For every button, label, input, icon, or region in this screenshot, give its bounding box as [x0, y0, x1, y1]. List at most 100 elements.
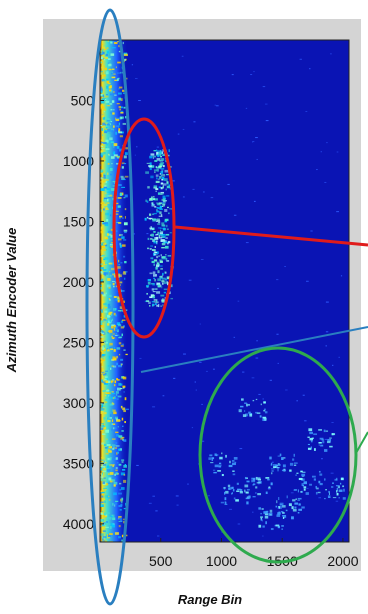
clutter-speckle: [106, 80, 110, 84]
return-speckle: [277, 463, 280, 465]
target-speckle: [155, 180, 160, 184]
background-speckle: [262, 398, 264, 400]
return-speckle: [224, 501, 227, 505]
target-speckle: [159, 232, 164, 235]
clutter-speckle: [112, 273, 116, 276]
clutter-speckle: [115, 431, 119, 434]
clutter-speckle: [102, 538, 104, 541]
clutter-speckle: [114, 94, 117, 97]
clutter-speckle: [109, 311, 113, 314]
clutter-speckle: [110, 394, 114, 397]
clutter-speckle: [103, 318, 107, 321]
return-speckle: [242, 414, 247, 417]
clutter-speckle: [101, 66, 104, 69]
target-speckle: [152, 305, 154, 307]
return-speckle: [276, 500, 278, 504]
return-speckle: [221, 452, 223, 455]
target-speckle: [149, 162, 152, 165]
clutter-speckle: [117, 273, 121, 276]
return-speckle: [279, 453, 282, 457]
target-speckle: [158, 165, 162, 168]
clutter-speckle: [113, 502, 118, 505]
clutter-speckle: [110, 428, 113, 431]
clutter-speckle: [109, 191, 112, 194]
clutter-speckle: [123, 387, 125, 389]
clutter-speckle: [104, 401, 108, 403]
target-speckle: [153, 212, 157, 215]
clutter-speckle: [124, 194, 128, 198]
return-speckle: [276, 467, 279, 469]
return-speckle: [221, 473, 224, 477]
target-speckle: [160, 305, 162, 307]
clutter-speckle: [101, 331, 105, 334]
clutter-speckle: [111, 438, 116, 440]
background-speckle: [258, 393, 261, 395]
clutter-speckle: [121, 177, 125, 180]
clutter-speckle: [116, 221, 120, 224]
return-speckle: [294, 502, 299, 505]
background-speckle: [182, 196, 185, 198]
clutter-speckle: [108, 446, 113, 449]
target-speckle: [157, 227, 162, 229]
clutter-speckle: [107, 153, 110, 155]
clutter-speckle: [120, 262, 123, 264]
clutter-speckle: [102, 188, 106, 192]
background-speckle: [176, 504, 179, 506]
clutter-speckle: [101, 327, 103, 329]
target-speckle: [169, 208, 171, 210]
clutter-speckle: [104, 540, 108, 542]
clutter-speckle: [100, 180, 102, 183]
clutter-speckle: [104, 495, 107, 498]
return-speckle: [319, 482, 323, 486]
clutter-speckle: [108, 516, 112, 520]
clutter-speckle: [100, 88, 103, 92]
return-speckle: [280, 511, 284, 513]
clutter-speckle: [100, 93, 103, 96]
clutter-speckle: [116, 355, 118, 359]
return-speckle: [307, 447, 312, 450]
clutter-speckle: [118, 222, 122, 224]
clutter-speckle: [102, 95, 104, 98]
background-speckle: [199, 361, 202, 363]
target-speckle: [163, 227, 166, 231]
clutter-speckle: [115, 295, 119, 299]
target-speckle: [151, 196, 153, 199]
clutter-speckle: [111, 444, 116, 447]
return-speckle: [282, 512, 285, 514]
clutter-speckle: [110, 121, 114, 124]
clutter-speckle: [108, 395, 110, 397]
return-speckle: [225, 454, 227, 458]
target-speckle: [154, 246, 157, 248]
clutter-speckle: [119, 244, 122, 248]
clutter-speckle: [108, 315, 111, 318]
clutter-speckle: [104, 394, 107, 397]
clutter-speckle: [118, 234, 121, 237]
clutter-speckle: [114, 329, 118, 332]
target-speckle: [156, 209, 158, 211]
return-speckle: [246, 403, 248, 407]
target-speckle: [152, 202, 154, 206]
return-speckle: [228, 487, 231, 490]
clutter-speckle: [104, 310, 108, 313]
target-speckle: [159, 160, 161, 162]
clutter-speckle: [102, 369, 104, 371]
clutter-speckle: [105, 269, 108, 273]
target-speckle: [160, 152, 162, 154]
clutter-speckle: [101, 495, 104, 498]
target-speckle: [152, 218, 157, 222]
background-speckle: [153, 288, 156, 290]
clutter-speckle: [111, 318, 114, 321]
clutter-speckle: [119, 135, 123, 138]
clutter-speckle: [106, 85, 108, 89]
clutter-speckle: [116, 398, 119, 401]
return-speckle: [227, 484, 231, 488]
target-speckle: [158, 265, 163, 267]
clutter-speckle: [124, 260, 127, 264]
target-speckle: [167, 255, 172, 257]
background-speckle: [284, 266, 286, 268]
clutter-speckle: [103, 487, 108, 490]
clutter-speckle: [105, 185, 107, 187]
clutter-speckle: [103, 248, 107, 251]
clutter-speckle: [118, 264, 120, 266]
clutter-speckle: [113, 151, 116, 153]
